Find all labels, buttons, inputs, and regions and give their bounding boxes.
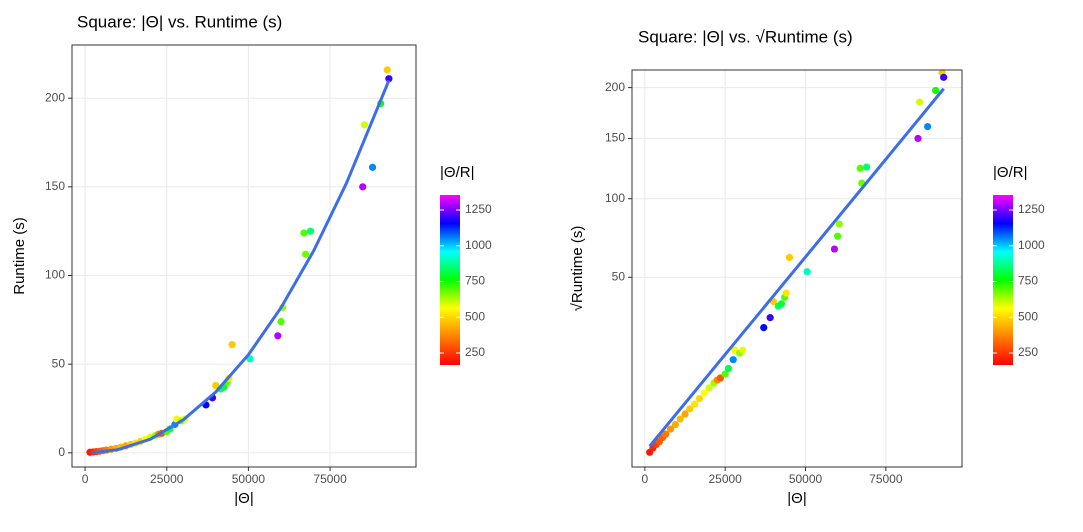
y-tick-label: 100 — [605, 191, 625, 205]
point — [914, 134, 922, 143]
legend-label: 1250 — [465, 202, 492, 216]
point — [924, 123, 932, 131]
point — [368, 163, 377, 171]
y-tick-label: 100 — [45, 268, 65, 282]
point — [666, 425, 675, 433]
legend-label: 1250 — [1018, 202, 1045, 216]
point — [385, 75, 393, 83]
plot-background — [72, 45, 416, 467]
point — [700, 389, 708, 397]
point — [662, 430, 670, 438]
point — [724, 364, 732, 373]
x-tick-label: 75000 — [313, 472, 347, 486]
point — [729, 356, 737, 364]
point — [835, 220, 843, 228]
point — [306, 227, 315, 235]
point — [383, 66, 391, 74]
point — [360, 121, 368, 129]
y-tick-label: 50 — [612, 269, 626, 283]
point — [300, 229, 308, 237]
legend-label: 1000 — [465, 238, 492, 252]
point — [760, 324, 768, 332]
fit-line — [91, 79, 391, 455]
point — [301, 250, 310, 258]
chart-title: Square: |Θ| vs. Runtime (s) — [77, 12, 282, 31]
point — [676, 415, 684, 423]
y-tick-label: 150 — [605, 131, 625, 145]
y-tick-label: 0 — [58, 445, 65, 459]
chart-title: Square: |Θ| vs. √Runtime (s) — [638, 27, 853, 46]
point — [862, 163, 871, 171]
x-axis-label: |Θ| — [234, 490, 253, 507]
point — [228, 341, 236, 349]
point — [686, 405, 694, 413]
point — [803, 268, 811, 276]
point — [359, 183, 367, 191]
panel-border — [71, 44, 417, 468]
point — [739, 346, 747, 354]
legend-label: 1000 — [1018, 238, 1045, 252]
point — [856, 164, 864, 172]
point — [940, 73, 948, 81]
x-tick-label: 0 — [642, 472, 649, 486]
panel-border — [631, 69, 963, 468]
y-axis-label: √Runtime (s) — [569, 226, 586, 312]
y-tick-label: 150 — [45, 179, 65, 193]
x-axis-label: |Θ| — [787, 490, 806, 507]
x-tick-label: 75000 — [869, 472, 903, 486]
y-axis-label: Runtime (s) — [11, 217, 28, 295]
legend-label: 250 — [465, 345, 485, 359]
point — [932, 86, 940, 95]
legend-label: 750 — [1018, 274, 1038, 288]
x-tick-label: 50000 — [789, 472, 823, 486]
point — [671, 420, 679, 429]
point — [277, 318, 285, 326]
y-tick-label: 200 — [605, 80, 625, 94]
point — [785, 253, 794, 262]
point — [691, 400, 699, 408]
y-tick-label: 200 — [45, 90, 65, 104]
point — [681, 410, 689, 418]
point — [705, 384, 713, 392]
x-tick-label: 0 — [82, 472, 89, 486]
point — [915, 98, 924, 106]
colorbar — [440, 195, 460, 365]
point — [274, 332, 282, 340]
legend-title: |Θ/R| — [440, 164, 474, 181]
x-tick-label: 50000 — [232, 472, 266, 486]
legend-label: 750 — [465, 274, 485, 288]
legend-label: 500 — [465, 309, 485, 323]
colorbar — [993, 195, 1013, 365]
legend-label: 500 — [1018, 309, 1038, 323]
point — [695, 395, 704, 403]
y-tick-label: 50 — [52, 356, 66, 370]
x-tick-label: 25000 — [708, 472, 742, 486]
point — [721, 370, 729, 378]
x-tick-label: 25000 — [150, 472, 184, 486]
point — [834, 232, 842, 240]
point — [782, 289, 790, 297]
point — [830, 245, 839, 253]
point — [777, 300, 786, 308]
fit-line — [648, 87, 945, 448]
point — [766, 314, 774, 322]
point — [716, 374, 724, 382]
legend-title: |Θ/R| — [993, 164, 1027, 181]
legend-label: 250 — [1018, 345, 1038, 359]
